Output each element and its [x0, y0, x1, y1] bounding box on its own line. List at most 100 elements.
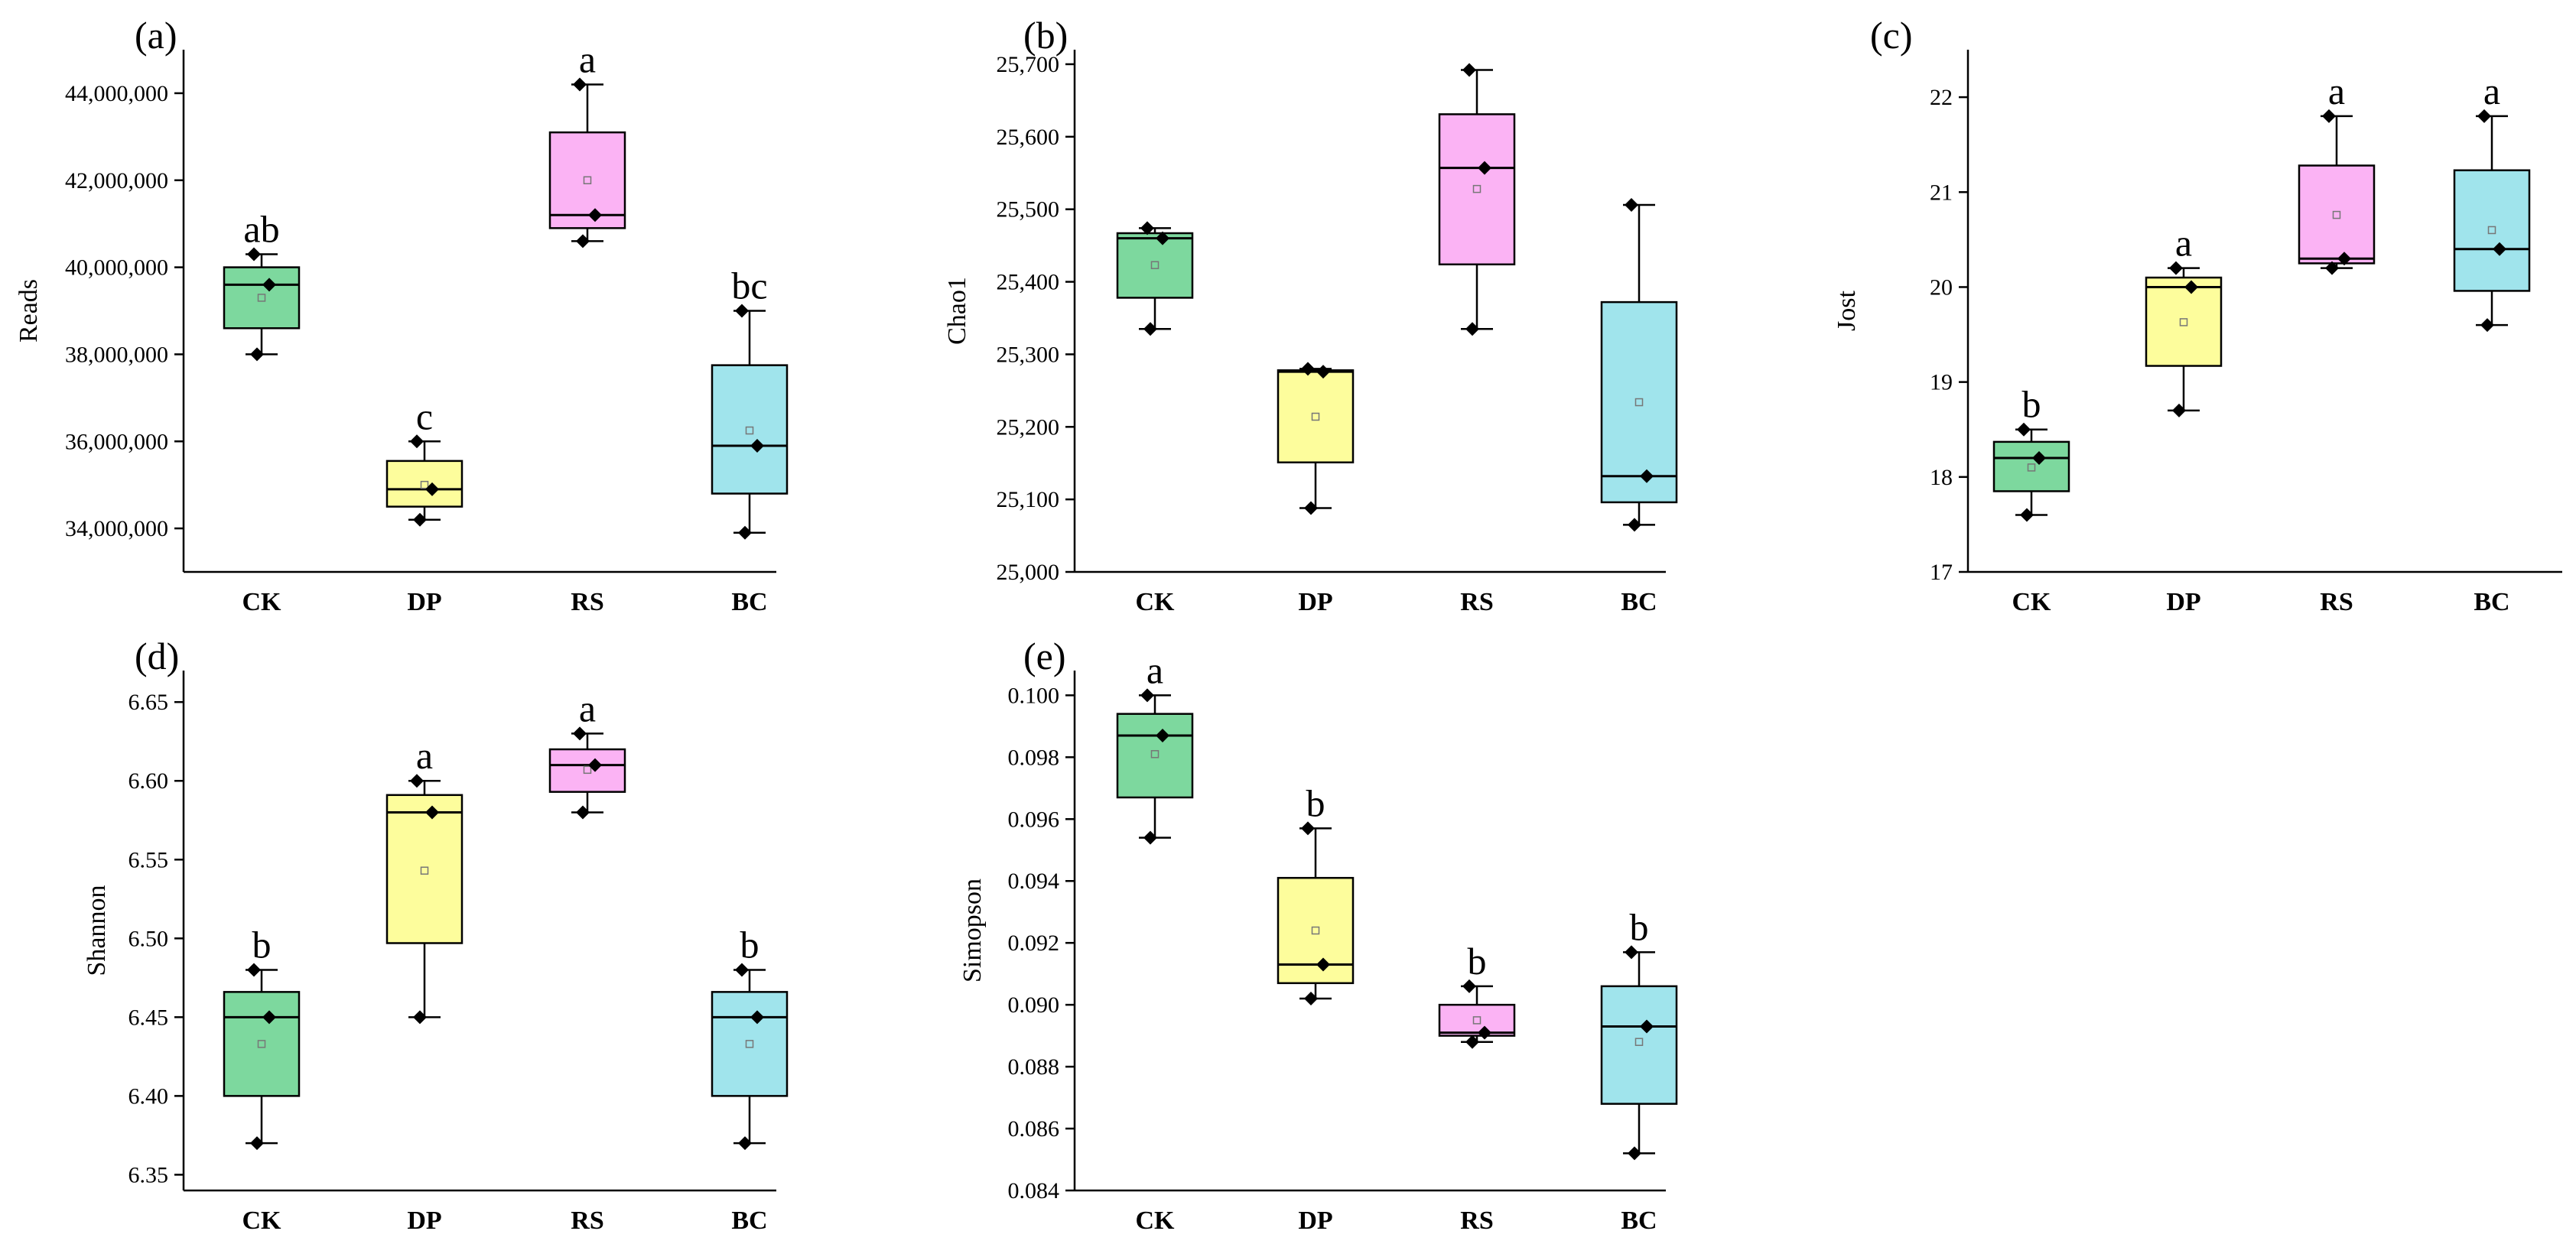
box-RS: RS: [1438, 63, 1516, 616]
x-tick-label: BC: [1621, 1207, 1657, 1235]
y-tick-label: 34,000,000: [65, 516, 168, 541]
data-point: [1640, 1019, 1654, 1034]
iqr-box: [711, 991, 789, 1097]
iqr-box: [1992, 440, 2070, 492]
data-point: [1301, 821, 1315, 836]
data-point: [588, 208, 602, 222]
y-tick-label: 25,400: [997, 270, 1060, 295]
y-tick-label: 6.40: [128, 1083, 169, 1109]
data-point: [750, 1010, 764, 1025]
data-point: [573, 77, 587, 92]
box-CK: b CK: [223, 924, 301, 1235]
data-point: [1143, 322, 1157, 336]
data-point: [738, 1136, 752, 1151]
significance-label: a: [2483, 70, 2500, 112]
significance-label: b: [252, 924, 272, 966]
y-tick-label: 6.45: [128, 1005, 169, 1030]
data-point: [1316, 957, 1330, 972]
mean-marker: [1150, 750, 1160, 758]
iqr-box: [223, 266, 301, 330]
significance-label: a: [579, 687, 596, 729]
box-BC: b BC: [1600, 905, 1678, 1235]
iqr-box: [385, 460, 463, 508]
box-BC: bc BC: [711, 265, 789, 616]
data-point: [425, 482, 439, 496]
y-tick-label: 0.098: [1008, 745, 1060, 770]
y-tick-label: 22: [1930, 85, 1953, 110]
iqr-box: [548, 131, 626, 229]
y-tick-label: 0.092: [1008, 931, 1060, 956]
data-point: [1304, 501, 1318, 515]
mean-marker: [1634, 1038, 1644, 1046]
significance-label: a: [2175, 222, 2192, 265]
y-tick-label: 25,300: [997, 342, 1060, 367]
mean-marker: [1472, 1016, 1482, 1025]
x-tick-label: RS: [571, 1207, 603, 1235]
y-tick-label: 6.65: [128, 690, 169, 715]
y-tick-label: 0.090: [1008, 992, 1060, 1018]
iqr-box: [548, 748, 626, 793]
data-point: [2172, 403, 2186, 417]
data-point: [735, 304, 749, 318]
box-CK: b CK: [1992, 383, 2070, 616]
data-point: [1301, 362, 1315, 376]
data-point: [425, 805, 439, 820]
panel-a: 34,000,000 36,000,000 38,000,000 40,000,000…: [15, 14, 789, 616]
mean-marker: [745, 426, 754, 435]
mean-marker: [583, 765, 592, 775]
y-axis-label: Shannon: [83, 885, 111, 976]
mean-marker: [2027, 463, 2036, 472]
y-tick-label: 0.088: [1008, 1054, 1060, 1080]
mean-marker: [1472, 184, 1482, 193]
panel-d: 6.35 6.40 6.45 6.50 6.55 6.60 6.65 Shannon (d) b C…: [83, 635, 789, 1235]
iqr-box: [1438, 1003, 1516, 1037]
y-axis-label: Simopson: [958, 879, 987, 983]
significance-label: a: [579, 38, 596, 81]
x-tick-label: CK: [242, 588, 282, 616]
data-point: [1156, 231, 1169, 245]
box-RS: a RS: [2298, 70, 2376, 616]
data-point: [247, 963, 261, 977]
data-point: [1625, 945, 1638, 960]
iqr-box: [711, 364, 789, 495]
data-point: [2184, 280, 2198, 294]
data-point: [2325, 261, 2339, 275]
significance-label: b: [1630, 905, 1649, 948]
data-point: [1140, 688, 1154, 703]
y-tick-label: 25,600: [997, 125, 1060, 150]
box-RS: b RS: [1438, 940, 1516, 1235]
box-CK: ab CK: [223, 208, 301, 616]
data-point: [1143, 830, 1157, 845]
x-tick-label: CK: [1136, 588, 1176, 616]
box-RS: a RS: [548, 687, 626, 1235]
data-point: [2477, 109, 2491, 123]
x-tick-label: CK: [1136, 1207, 1176, 1235]
data-point: [750, 438, 764, 453]
y-tick-label: 0.100: [1008, 683, 1060, 708]
significance-label: a: [2328, 70, 2345, 112]
data-point: [1156, 729, 1169, 742]
x-tick-label: RS: [1460, 1207, 1493, 1235]
x-tick-label: CK: [2012, 588, 2052, 616]
mean-marker: [1311, 926, 1320, 935]
y-tick-label: 18: [1930, 465, 1953, 490]
x-tick-label: DP: [1298, 1207, 1332, 1235]
mean-marker: [583, 176, 592, 184]
box-CK: CK: [1116, 221, 1194, 616]
data-point: [738, 525, 752, 540]
y-tick-label: 6.35: [128, 1162, 169, 1187]
box-BC: a BC: [2453, 70, 2531, 616]
y-tick-label: 6.55: [128, 847, 169, 872]
x-tick-label: RS: [1460, 588, 1493, 616]
data-point: [1465, 1035, 1479, 1049]
data-point: [1140, 221, 1154, 235]
y-axis-label: Reads: [15, 279, 43, 343]
data-point: [2493, 242, 2506, 256]
data-point: [1628, 518, 1641, 532]
data-point: [2322, 109, 2336, 123]
panel-label: (c): [1870, 14, 1913, 57]
data-point: [1640, 469, 1654, 483]
y-tick-label: 44,000,000: [65, 81, 168, 106]
significance-label: ab: [243, 208, 279, 251]
